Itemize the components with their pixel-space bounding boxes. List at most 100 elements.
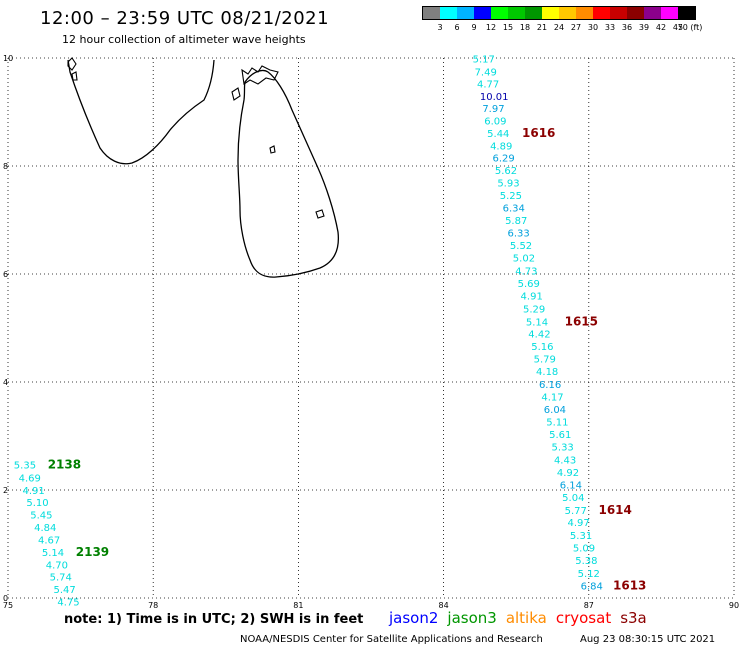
- scale-swatch: [678, 7, 695, 19]
- swh-value: 5.79: [534, 355, 556, 366]
- scale-label: 3: [437, 23, 443, 32]
- pass-time: 2139: [76, 545, 109, 559]
- swh-value: 6.16: [539, 380, 561, 391]
- scale-swatch: [457, 7, 474, 19]
- swh-value: 5.35: [14, 460, 36, 471]
- swh-value: 5.74: [50, 573, 72, 584]
- swh-value: 6.34: [503, 203, 525, 214]
- scale-swatch: [542, 7, 559, 19]
- lon-tick-label: 90: [729, 601, 739, 610]
- lat-tick-label: 8: [3, 162, 8, 171]
- scale-label: 15: [502, 23, 514, 32]
- map-subtitle: 12 hour collection of altimeter wave hei…: [62, 33, 306, 46]
- palk-islands-coastline: [67, 57, 325, 219]
- swh-value: 4.97: [568, 518, 590, 529]
- swh-value: 4.89: [490, 141, 512, 152]
- scale-swatch: [423, 7, 440, 19]
- swh-value: 6.29: [492, 154, 514, 165]
- swh-value: 5.44: [487, 129, 509, 140]
- lon-tick-label: 78: [148, 601, 158, 610]
- swh-value: 5.16: [531, 342, 553, 353]
- swh-value: 4.91: [23, 486, 45, 497]
- scale-label: 36: [621, 23, 633, 32]
- swh-value: 6.04: [544, 405, 566, 416]
- scale-swatch: [508, 7, 525, 19]
- swh-value: 7.97: [482, 104, 504, 115]
- scale-label: 33: [604, 23, 616, 32]
- satellite-legend: jason2 jason3 altika cryosat s3a: [389, 609, 656, 627]
- swh-value: 6.33: [507, 229, 529, 240]
- mannar-coastline: [231, 87, 241, 101]
- swh-value: 4.18: [536, 367, 558, 378]
- scale-swatch: [593, 7, 610, 19]
- swh-value: 7.49: [475, 67, 497, 78]
- legend-jason2: jason2: [389, 609, 439, 627]
- scale-label: 42: [655, 23, 667, 32]
- swh-value: 4.77: [477, 80, 499, 91]
- scale-label: 6: [454, 23, 460, 32]
- swh-value: 5.93: [497, 179, 519, 190]
- legend-cryosat: cryosat: [555, 609, 612, 627]
- scale-label: 9: [471, 23, 477, 32]
- swh-value: 4.70: [46, 560, 68, 571]
- swh-value: 5.47: [53, 585, 75, 596]
- scale-swatch: [491, 7, 508, 19]
- pass-time: 2138: [48, 457, 81, 471]
- swh-value: 5.14: [42, 548, 64, 559]
- swh-value: 5.04: [562, 493, 584, 504]
- swh-value: 5.69: [518, 279, 540, 290]
- map-grid: [7, 57, 735, 599]
- color-scale-bar: [422, 6, 696, 20]
- swh-value: 6.09: [484, 116, 506, 127]
- swh-value: 5.11: [546, 418, 568, 429]
- scale-swatch: [525, 7, 542, 19]
- lat-tick-label: 6: [3, 270, 8, 279]
- swh-value: 5.52: [510, 241, 532, 252]
- scale-label: 24: [553, 23, 565, 32]
- swh-value: 4.73: [515, 267, 537, 278]
- scale-swatch: [644, 7, 661, 19]
- lon-tick-label: 75: [3, 601, 13, 610]
- pass-time: 1615: [565, 314, 598, 328]
- swh-value: 5.61: [549, 430, 571, 441]
- swh-value: 5.38: [575, 556, 597, 567]
- pass-time-labels: 1616 1615 1614 1613 2138 2139: [48, 126, 647, 593]
- swh-value: 5.14: [526, 317, 548, 328]
- scale-label: 45: [672, 23, 684, 32]
- swh-value: 4.92: [557, 468, 579, 479]
- pass-time: 1613: [613, 578, 646, 592]
- swh-value: 5.45: [30, 511, 52, 522]
- swh-value: 5.09: [573, 544, 595, 555]
- swh-value: 5.87: [505, 216, 527, 227]
- swh-value: 6.84: [581, 581, 603, 592]
- map-axis-labels: 75 78 81 84 87 90 0 2 4 6 8 10: [3, 54, 739, 610]
- swh-value: 5.77: [565, 506, 587, 517]
- swh-readings: 5.177.494.7710.017.976.095.444.896.295.6…: [14, 54, 603, 608]
- swh-value: 6.14: [560, 480, 582, 491]
- swh-value: 5.12: [578, 569, 600, 580]
- footer-note: note: 1) Time is in UTC; 2) SWH is in fe…: [64, 612, 364, 627]
- swh-value: 5.10: [26, 498, 48, 509]
- scale-swatch: [627, 7, 644, 19]
- lon-tick-label: 84: [439, 601, 449, 610]
- scale-swatch: [661, 7, 678, 19]
- swh-value: 5.17: [473, 54, 495, 65]
- scale-swatch: [474, 7, 491, 19]
- scale-label: 70 (ft): [677, 23, 703, 32]
- swh-value: 4.84: [34, 523, 56, 534]
- coastline: [67, 57, 340, 278]
- lat-tick-label: 0: [3, 594, 8, 603]
- swh-value: 4.43: [554, 456, 576, 467]
- jaffna-coastline: [241, 65, 279, 85]
- swh-value: 5.62: [495, 166, 517, 177]
- india-coastline: [67, 59, 215, 165]
- swh-value: 10.01: [480, 92, 509, 103]
- credit-line: NOAA/NESDIS Center for Satellite Applica…: [240, 634, 543, 645]
- scale-swatch: [559, 7, 576, 19]
- lon-tick-label: 81: [293, 601, 303, 610]
- swh-value: 5.31: [570, 531, 592, 542]
- scale-swatch: [610, 7, 627, 19]
- lat-tick-label: 4: [3, 378, 8, 387]
- swh-value: 5.25: [500, 191, 522, 202]
